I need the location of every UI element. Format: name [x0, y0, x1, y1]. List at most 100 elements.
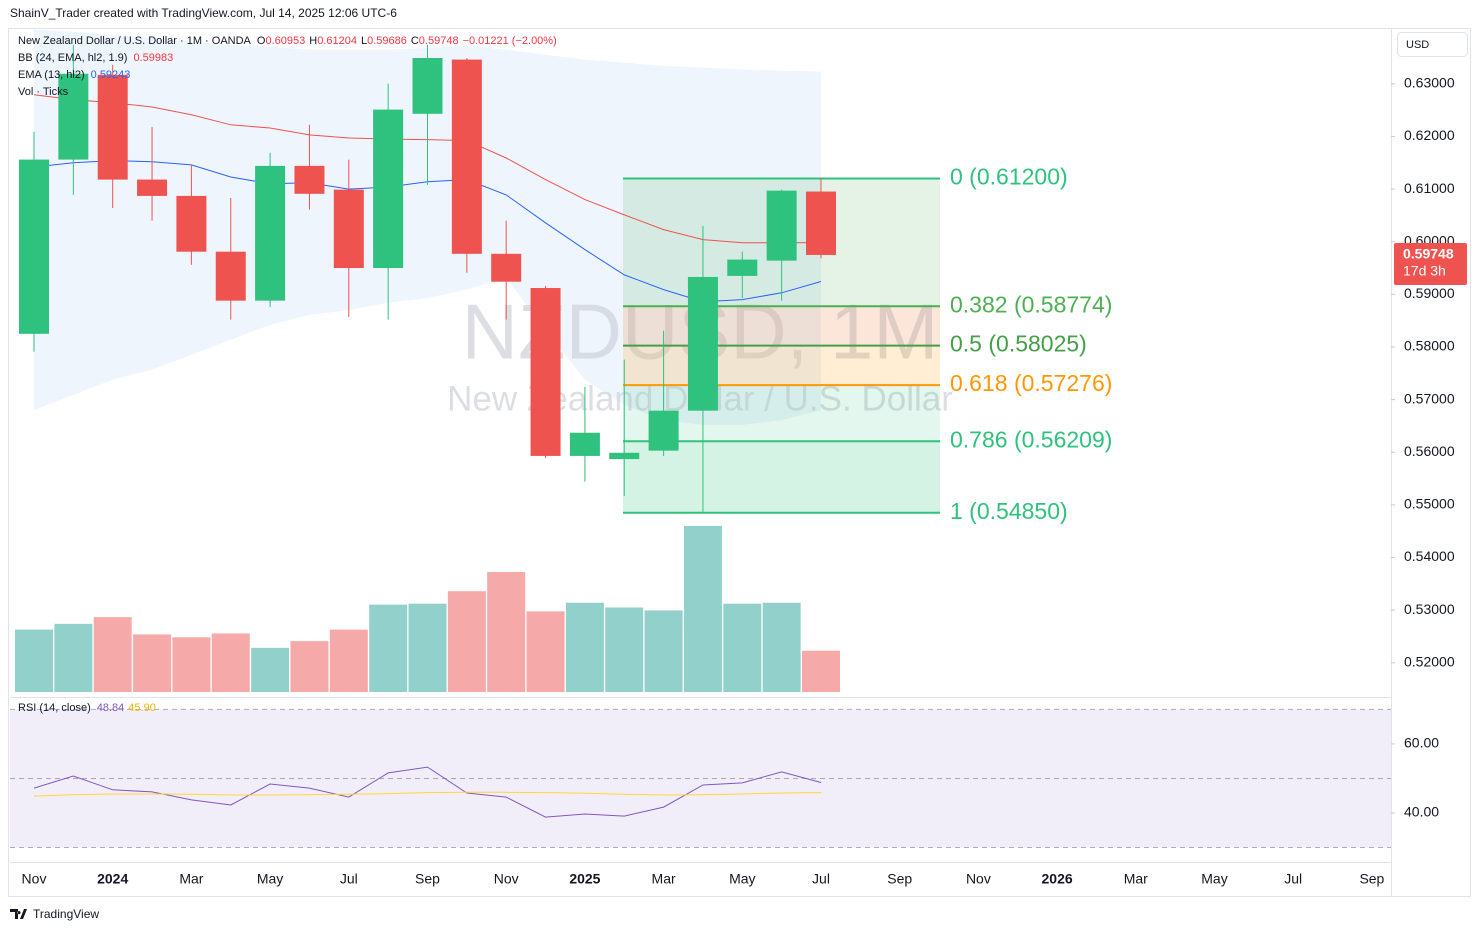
volume-bar	[408, 603, 447, 692]
volume-bar	[15, 629, 53, 692]
x-tick-label: 2025	[569, 871, 600, 887]
volume-bar	[447, 591, 486, 692]
volume-bar	[802, 650, 840, 692]
currency-button[interactable]	[1397, 32, 1468, 57]
volume-bar	[369, 604, 408, 692]
candle-body	[530, 288, 561, 456]
volume-bar	[211, 633, 250, 692]
rsi-layer	[10, 708, 1391, 849]
candle-body	[491, 253, 522, 282]
volume-bar	[93, 617, 132, 692]
candle-body	[215, 251, 246, 301]
legend-low: 0.59686	[367, 35, 407, 47]
volume-bar	[329, 629, 368, 692]
countdown-label: 17d 3h	[1403, 263, 1446, 279]
candle-body	[648, 410, 679, 451]
axis-layer: 0.52000 0.53000 0.54000 0.55000 0.56000 0.570…	[22, 74, 1467, 887]
x-tick-label: Sep	[1359, 871, 1384, 887]
legend-close: 0.59748	[419, 35, 459, 47]
fib-zone	[623, 345, 940, 386]
y-tick-label: 0.58000	[1404, 338, 1455, 354]
x-tick-label: Nov	[966, 871, 991, 887]
legend-change: −0.01221 (−2.00%)	[463, 35, 557, 47]
y-tick-label: 0.52000	[1404, 653, 1455, 669]
volume-bar	[723, 603, 762, 692]
chart-frame	[8, 28, 1471, 897]
legend-h: H	[309, 35, 317, 47]
symbol: New Zealand Dollar / U.S. Dollar · 1M · …	[18, 35, 252, 47]
x-tick-label: 2024	[97, 871, 128, 887]
candle-body	[451, 59, 482, 254]
header-text: ShainV_Trader created with TradingView.c…	[10, 6, 397, 20]
candle-body	[19, 159, 49, 334]
fib-zone	[623, 441, 940, 513]
y-tick-label: 0.57000	[1404, 390, 1455, 406]
x-tick-label: May	[1201, 871, 1227, 887]
x-tick-label: Mar	[652, 871, 676, 887]
y-tick-label: 0.63000	[1404, 74, 1455, 90]
volume-bar	[644, 610, 683, 692]
legend-o: O	[257, 35, 266, 47]
fib-label: 1 (0.54850)	[950, 498, 1068, 524]
last-price-label: 0.59748	[1403, 246, 1454, 262]
candle-body	[766, 190, 797, 261]
candle-body	[176, 195, 207, 252]
candle-body	[727, 259, 758, 276]
currency-label[interactable]: USD	[1406, 39, 1429, 51]
volume-bar	[251, 647, 290, 692]
volume-bar	[762, 602, 801, 692]
rsi-band-fill	[10, 709, 1391, 848]
candle-body	[412, 58, 443, 114]
volume-bar	[172, 637, 211, 692]
candle-body	[255, 165, 286, 301]
volume-bar	[133, 634, 172, 692]
legend-l: L	[361, 35, 367, 47]
bb-band	[34, 29, 821, 425]
legend-vol: Vol · Ticks	[18, 86, 69, 98]
legend-rsi: RSI (14, close)	[18, 702, 91, 714]
main-layer: 0 (0.61200) 0.382 (0.58774) 0.5 (0.58025) 0…	[15, 44, 1112, 692]
y-tick-label: 0.59000	[1404, 285, 1455, 301]
volume-bar	[683, 525, 722, 692]
candle-body	[58, 73, 89, 160]
volume-bar	[565, 602, 604, 692]
legend-c: C	[411, 35, 419, 47]
candle-body	[609, 452, 640, 460]
y-tick-label: 0.53000	[1404, 601, 1455, 617]
x-tick-label: Jul	[1284, 871, 1302, 887]
legend-bb-value: 0.59983	[133, 52, 173, 64]
volume-bar	[487, 572, 526, 692]
footer-brand: TradingView	[33, 907, 99, 921]
y-tick-label: 0.61000	[1404, 180, 1455, 196]
candle-body	[333, 189, 364, 269]
y-tick-label: 0.56000	[1404, 443, 1455, 459]
x-tick-label: May	[257, 871, 283, 887]
legend-bb-line: BB (24, EMA, hl2, 1.9) 0.59983	[18, 52, 173, 64]
legend-rsi-ma-value: 45.90	[128, 702, 156, 714]
last-price-box	[1394, 242, 1467, 285]
x-tick-label: Mar	[1124, 871, 1148, 887]
y-tick-label: 0.55000	[1404, 496, 1455, 512]
x-tick-label: Sep	[887, 871, 912, 887]
fib-label: 0.5 (0.58025)	[950, 331, 1087, 357]
y-tick-label: 0.62000	[1404, 127, 1455, 143]
legend-ema: EMA (13, hl2)	[18, 69, 85, 81]
fib-label: 0.618 (0.57276)	[950, 370, 1112, 396]
x-tick-label: Mar	[179, 871, 203, 887]
logo-icon	[10, 909, 27, 919]
candle-body	[687, 276, 718, 411]
x-tick-label: 2026	[1042, 871, 1073, 887]
legend-rsi-value: 48.84	[97, 702, 125, 714]
candle-body	[569, 432, 600, 456]
legend-ema-value: 0.59243	[91, 69, 131, 81]
fib-label: 0.786 (0.56209)	[950, 426, 1112, 452]
volume-bar	[526, 611, 565, 692]
legend-bb: BB (24, EMA, hl2, 1.9)	[18, 52, 127, 64]
volume-bar	[290, 641, 329, 692]
x-tick-label: Sep	[415, 871, 440, 887]
candle-body	[373, 109, 404, 269]
candle-body	[137, 179, 168, 196]
candle-body	[806, 191, 836, 255]
x-tick-label: Jul	[812, 871, 830, 887]
